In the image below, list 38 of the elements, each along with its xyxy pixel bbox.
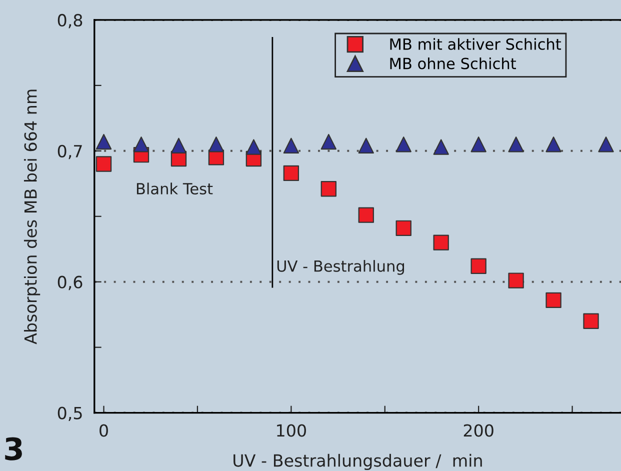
- point: [433, 139, 449, 155]
- point: [396, 220, 412, 236]
- point: [546, 136, 562, 152]
- point: [470, 136, 486, 152]
- point: [320, 181, 336, 197]
- point: [508, 136, 524, 152]
- y-axis-title: Absorption des MB bei 664 nm: [24, 90, 40, 344]
- y-tick-label: 0,5: [58, 406, 82, 422]
- point: [433, 234, 449, 250]
- point: [358, 207, 374, 223]
- point: [508, 272, 524, 288]
- legend-label: MB mit aktiver Schicht: [390, 38, 562, 50]
- point: [96, 134, 112, 150]
- legend-label: MB ohne Schicht: [390, 57, 516, 70]
- x-tick-label: 0: [100, 424, 108, 437]
- point: [583, 313, 599, 329]
- y-tick-label: 0,6: [58, 276, 82, 290]
- point: [598, 136, 614, 152]
- point: [96, 156, 112, 172]
- point: [208, 136, 224, 152]
- y-tick-label: 0,7: [58, 144, 82, 160]
- point: [283, 165, 300, 182]
- point: [358, 138, 374, 154]
- point: [170, 138, 187, 154]
- point: [283, 138, 300, 154]
- point: [246, 139, 262, 155]
- annotation: Blank Test: [136, 182, 213, 194]
- y-tick-label: 0,8: [58, 14, 82, 28]
- point: [396, 136, 412, 152]
- x-axis-title: UV - Bestrahlungsdauer / min: [234, 454, 482, 470]
- annotation: UV - Bestrahlung: [277, 260, 404, 275]
- x-tick-label: 200: [464, 424, 494, 437]
- x-tick-label: 100: [277, 424, 306, 437]
- point: [133, 136, 150, 152]
- text: 3: [5, 437, 22, 460]
- point: [546, 292, 562, 308]
- point: [470, 258, 486, 274]
- point: [320, 134, 336, 150]
